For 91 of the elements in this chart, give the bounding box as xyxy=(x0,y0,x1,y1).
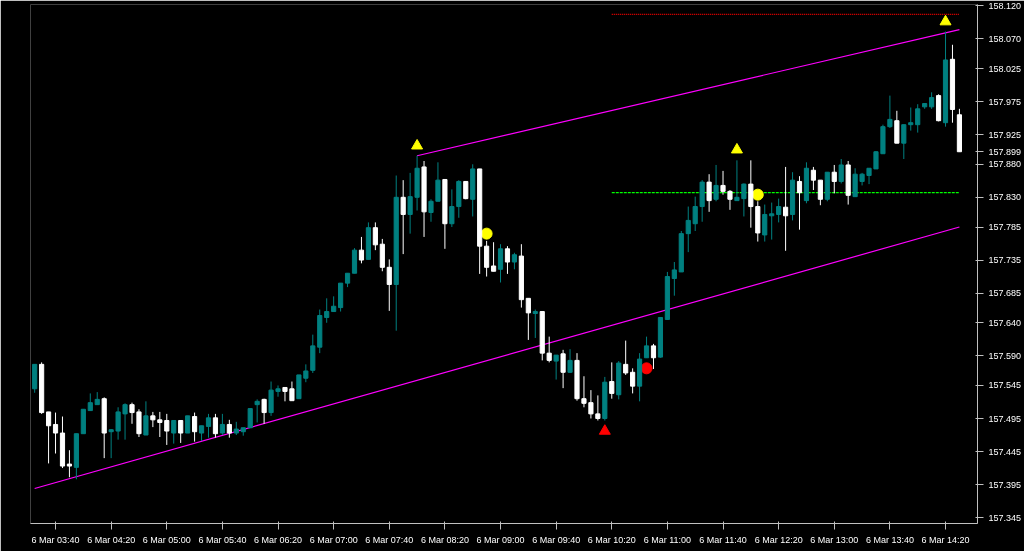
x-tick-label: 6 Mar 11:40 xyxy=(699,534,747,545)
candlestick xyxy=(609,361,615,400)
point xyxy=(939,14,952,26)
y-tick-label: 158.025 xyxy=(988,63,1022,74)
y-tick-label: 158.070 xyxy=(988,33,1022,44)
y-tick-label: 157.685 xyxy=(988,288,1022,299)
x-tick-label: 6 Mar 11:00 xyxy=(643,534,692,545)
candlestick xyxy=(776,198,782,223)
candlestick xyxy=(762,204,768,243)
y-tick-label: 157.830 xyxy=(988,192,1022,203)
x-tick-label: 6 Mar 07:40 xyxy=(365,534,414,545)
x-tick-label: 6 Mar 12:20 xyxy=(754,534,803,545)
candlestick xyxy=(324,297,330,324)
candlestick xyxy=(143,400,149,436)
candlestick xyxy=(713,164,719,202)
candlestick xyxy=(838,158,844,184)
y-tick-label: 157.735 xyxy=(988,255,1022,266)
candlestick xyxy=(783,166,789,252)
candlestick xyxy=(769,202,775,241)
candlestick xyxy=(831,164,837,194)
candlestick xyxy=(386,258,392,312)
candlestick xyxy=(178,419,184,444)
candlestick xyxy=(532,309,538,339)
y-tick-label: 157.495 xyxy=(988,413,1022,424)
candlestick xyxy=(261,398,267,425)
point xyxy=(411,138,424,150)
y-tick-label: 157.445 xyxy=(988,446,1022,457)
x-tick-label: 6 Mar 05:40 xyxy=(198,534,247,545)
candlestick xyxy=(358,236,365,264)
candlestick xyxy=(810,166,816,191)
y-tick-label: 157.545 xyxy=(988,380,1022,391)
x-tick-label: 6 Mar 13:00 xyxy=(810,534,859,545)
point xyxy=(480,227,493,240)
candlestick xyxy=(560,349,566,389)
candlestick xyxy=(52,412,59,455)
candlestick xyxy=(630,367,636,394)
candlestick xyxy=(553,354,559,381)
point xyxy=(598,424,611,435)
candlestick xyxy=(796,175,803,231)
candlestick xyxy=(650,343,657,370)
candlestick xyxy=(908,107,914,132)
x-tick-label: 6 Mar 07:00 xyxy=(309,534,358,545)
candlestick xyxy=(490,241,497,272)
y-tick-label: 157.880 xyxy=(988,159,1022,170)
candlestick xyxy=(212,413,219,439)
candlestick xyxy=(643,336,650,359)
candlestick xyxy=(497,243,504,283)
candlestick xyxy=(379,238,385,272)
candlestick xyxy=(192,412,198,443)
y-tick-label: 157.590 xyxy=(988,350,1022,361)
y-tick-label: 157.899 xyxy=(988,146,1022,157)
candlestick xyxy=(400,179,406,255)
x-tick-label: 6 Mar 14:20 xyxy=(921,534,970,545)
x-tick-label: 6 Mar 05:00 xyxy=(142,534,191,545)
y-tick-label: 157.975 xyxy=(988,96,1022,107)
candlestick xyxy=(66,449,73,478)
candlestick xyxy=(706,173,712,213)
x-tick-label: 6 Mar 06:20 xyxy=(254,534,303,545)
y-tick-label: 157.785 xyxy=(988,222,1022,233)
candlestick xyxy=(901,124,907,160)
candlestick xyxy=(623,340,629,376)
candlestick xyxy=(671,261,677,297)
candlestick xyxy=(567,348,573,374)
x-tick-label: 6 Mar 03:40 xyxy=(31,534,80,545)
x-tick-label: 6 Mar 09:00 xyxy=(476,534,525,545)
y-tick-label: 157.640 xyxy=(988,317,1022,328)
point xyxy=(730,142,743,154)
candlestick xyxy=(372,221,378,251)
x-tick-label: 6 Mar 04:20 xyxy=(87,534,136,545)
candlestick xyxy=(219,413,225,436)
y-tick-label: 157.925 xyxy=(988,129,1022,140)
y-tick-label: 158.120 xyxy=(988,0,1022,11)
candlestick xyxy=(45,411,52,464)
candlestick xyxy=(504,245,511,275)
x-tick-label: 6 Mar 10:20 xyxy=(587,534,636,545)
point xyxy=(640,362,653,375)
candlestick xyxy=(171,419,177,445)
x-tick-label: 6 Mar 13:40 xyxy=(865,534,914,545)
x-tick-label: 6 Mar 09:40 xyxy=(532,534,581,545)
candlestick xyxy=(205,413,212,439)
x-tick-label: 6 Mar 08:20 xyxy=(420,534,469,545)
candlestick xyxy=(595,394,601,421)
candlestick xyxy=(915,103,921,134)
candlestick xyxy=(817,179,823,206)
candlestick xyxy=(525,297,531,341)
candlestick xyxy=(484,240,490,278)
y-tick-label: 157.345 xyxy=(988,512,1022,523)
candlestick xyxy=(351,247,358,274)
y-tick-label: 157.395 xyxy=(988,479,1022,490)
candlestick xyxy=(254,398,260,423)
candlestick xyxy=(894,110,900,144)
